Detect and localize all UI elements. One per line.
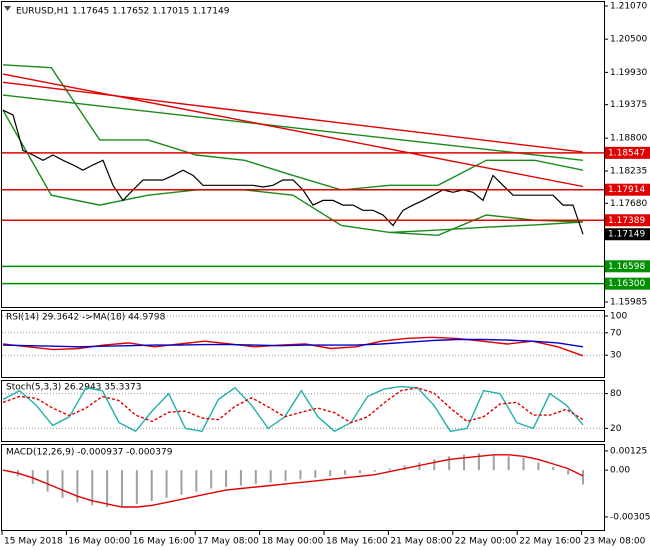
histogram-bar xyxy=(403,465,406,471)
series-line xyxy=(2,387,584,424)
x-tick-label: 16 May 00:00 xyxy=(68,537,130,547)
x-tick-label: 18 May 00:00 xyxy=(262,537,324,547)
series-line xyxy=(2,338,584,348)
histogram-bar xyxy=(433,459,436,471)
histogram-bar xyxy=(46,470,49,492)
histogram-bar xyxy=(314,470,317,478)
histogram-bar xyxy=(582,470,584,485)
level-label: 1.17914 xyxy=(608,185,645,195)
histogram-bar xyxy=(567,470,570,475)
histogram-bar xyxy=(477,453,480,471)
histogram-bar xyxy=(195,470,198,492)
main-panel xyxy=(1,1,605,308)
level-label: 1.17389 xyxy=(608,216,645,226)
x-tick-label: 15 May 2018 xyxy=(4,537,63,547)
level-label: 1.17149 xyxy=(608,230,645,240)
series-line xyxy=(2,81,584,153)
histogram-bar xyxy=(492,454,495,471)
x-tick-label: 16 May 16:00 xyxy=(133,537,195,547)
series-line xyxy=(389,221,584,234)
panel-title: EURUSD,H1 1.17645 1.17652 1.17015 1.1714… xyxy=(16,7,230,17)
histogram-bar xyxy=(135,470,138,504)
y-tick-label: 1.19375 xyxy=(610,100,647,110)
histogram-bar xyxy=(418,462,421,471)
level-label-bg xyxy=(605,146,650,159)
level-label-bg xyxy=(605,183,650,196)
level-label-bg xyxy=(605,260,650,273)
level-label: 1.18547 xyxy=(608,148,645,158)
histogram-bar xyxy=(31,470,34,484)
level-label-bg xyxy=(605,214,650,227)
panel-title: RSI(14) 29.3642 ->MA(18) 44.9798 xyxy=(6,313,166,323)
histogram-bar xyxy=(448,456,451,471)
stoch-panel xyxy=(1,380,605,442)
panel-title: MACD(12,26,9) -0.000937 -0.000379 xyxy=(6,448,173,458)
symbol-icon xyxy=(4,6,11,11)
x-tick-label: 21 May 08:00 xyxy=(390,537,452,547)
y-tick-label: 80 xyxy=(610,389,622,399)
histogram-bar xyxy=(76,470,79,503)
histogram-bar xyxy=(61,470,64,498)
y-tick-label: 1.18800 xyxy=(610,134,647,144)
histogram-bar xyxy=(150,470,153,501)
histogram-bar xyxy=(537,462,540,471)
histogram-bar xyxy=(373,470,376,472)
histogram-bar xyxy=(106,470,109,507)
rsi-panel xyxy=(1,310,605,378)
histogram-bar xyxy=(329,470,332,477)
y-tick-label: 0.00125 xyxy=(610,446,647,456)
x-tick-label: 22 May 00:00 xyxy=(455,537,517,547)
series-line xyxy=(2,64,584,191)
histogram-bar xyxy=(463,454,466,471)
histogram-bar xyxy=(239,470,242,486)
panel-title: Stoch(5,3,3) 26.2943 35.3373 xyxy=(6,383,141,393)
series-line xyxy=(2,94,584,161)
x-tick-label: 22 May 16:00 xyxy=(519,537,581,547)
histogram-bar xyxy=(210,470,213,489)
y-tick-label: 100 xyxy=(610,312,627,322)
level-label: 1.16300 xyxy=(608,279,645,289)
histogram-bar xyxy=(552,467,555,471)
histogram-bar xyxy=(299,470,302,480)
y-tick-label: 1.17680 xyxy=(610,199,647,209)
y-tick-label: 20 xyxy=(610,424,622,434)
y-tick-label: 30 xyxy=(610,351,622,361)
y-tick-label: 1.15985 xyxy=(610,298,647,308)
histogram-bar xyxy=(344,470,347,475)
x-tick-label: 17 May 08:00 xyxy=(197,537,259,547)
level-label: 1.16598 xyxy=(608,262,645,272)
level-label-bg xyxy=(605,228,650,241)
series-line xyxy=(2,454,584,508)
y-tick-label: 1.21070 xyxy=(610,2,647,12)
histogram-bar xyxy=(254,470,257,484)
x-tick-label: 18 May 16:00 xyxy=(326,537,388,547)
histogram-bar xyxy=(522,457,525,471)
y-tick-label: 1.18235 xyxy=(610,167,647,177)
y-tick-label: -0.00305 xyxy=(610,512,650,522)
series-line xyxy=(2,385,584,433)
histogram-bar xyxy=(358,470,361,474)
histogram-bar xyxy=(269,470,272,483)
histogram-bar xyxy=(165,470,168,498)
histogram-bar xyxy=(507,456,510,471)
y-tick-label: 0.00 xyxy=(610,466,630,476)
histogram-bar xyxy=(91,470,94,506)
histogram-bar xyxy=(120,470,123,507)
y-tick-label: 70 xyxy=(610,328,622,338)
y-tick-label: 1.20500 xyxy=(610,35,647,45)
series-line xyxy=(2,109,584,235)
level-label-bg xyxy=(605,277,650,290)
histogram-bar xyxy=(388,468,391,471)
histogram-bar xyxy=(284,470,287,481)
y-tick-label: 1.19930 xyxy=(610,68,647,78)
x-tick-label: 23 May 08:00 xyxy=(584,537,646,547)
series-line xyxy=(2,109,584,237)
series-line xyxy=(2,73,584,188)
histogram-bar xyxy=(225,470,228,487)
macd-panel xyxy=(1,444,605,531)
histogram-bar xyxy=(180,470,183,495)
